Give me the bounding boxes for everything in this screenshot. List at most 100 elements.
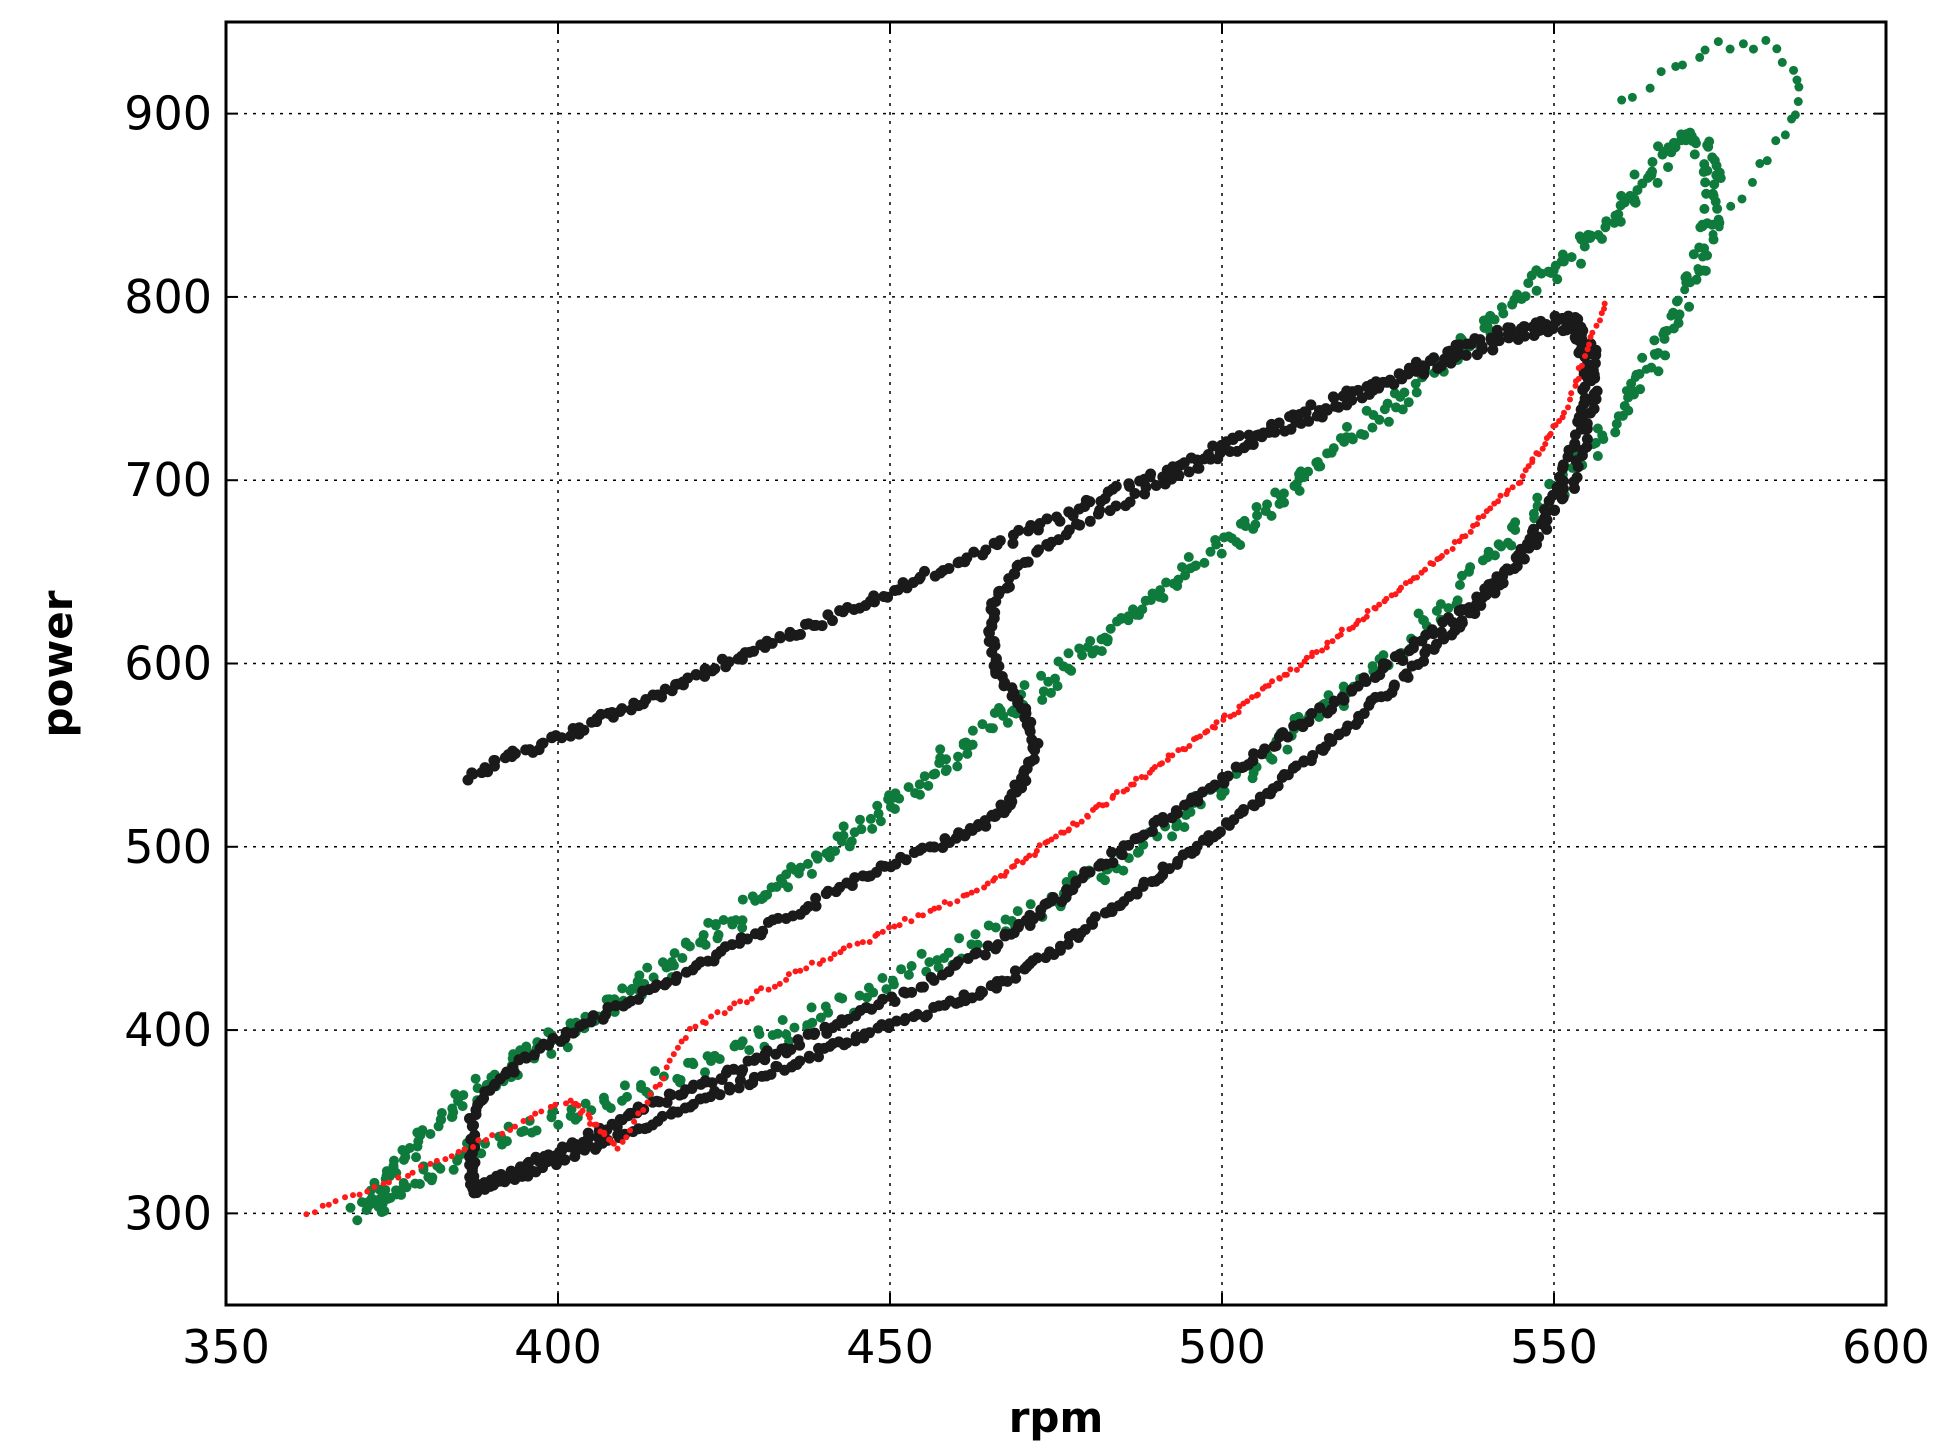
red-point	[552, 1101, 559, 1108]
black-point	[1029, 744, 1041, 756]
black-point	[1248, 748, 1260, 760]
black-point	[971, 947, 983, 959]
black-point	[1139, 488, 1151, 500]
green-point	[916, 948, 927, 959]
red-point	[678, 1038, 685, 1045]
red-point	[1556, 417, 1563, 424]
black-point	[1503, 332, 1515, 344]
green-point	[1454, 580, 1465, 591]
green-point	[457, 1101, 468, 1112]
black-point	[574, 1020, 586, 1032]
green-point	[793, 868, 804, 879]
black-point	[1571, 471, 1583, 483]
green-point	[702, 1051, 713, 1062]
red-point	[1601, 300, 1608, 307]
black-point	[1557, 325, 1569, 337]
black-point	[917, 981, 929, 993]
red-point	[461, 1146, 468, 1153]
green-point	[802, 858, 813, 869]
red-point	[908, 918, 915, 925]
green-point	[411, 1152, 422, 1163]
green-point	[1761, 35, 1771, 45]
black-point	[1207, 440, 1219, 452]
black-point	[1041, 538, 1053, 550]
red-point	[765, 986, 772, 993]
black-point	[1129, 488, 1141, 500]
black-point	[1071, 518, 1083, 530]
green-point	[966, 939, 977, 950]
red-point	[670, 1051, 677, 1058]
red-point	[325, 1201, 332, 1208]
green-point	[1223, 531, 1234, 542]
red-point	[827, 955, 834, 962]
green-point	[1652, 177, 1663, 188]
green-point	[1205, 546, 1216, 557]
black-point	[637, 985, 649, 997]
red-point	[303, 1211, 310, 1218]
green-point	[1693, 263, 1703, 273]
green-point	[1637, 352, 1648, 363]
black-point	[1031, 546, 1043, 558]
red-point	[682, 1034, 689, 1041]
red-point	[1456, 538, 1463, 545]
green-point	[1096, 872, 1107, 883]
y-tick-label: 300	[124, 1186, 212, 1240]
black-point	[1381, 376, 1393, 388]
green-point	[762, 889, 773, 900]
red-point	[731, 1000, 738, 1007]
black-point	[699, 670, 711, 682]
green-point	[695, 937, 706, 948]
green-point	[941, 764, 952, 775]
green-point	[621, 1091, 632, 1102]
green-point	[1465, 562, 1476, 573]
black-point	[1360, 675, 1372, 687]
red-point	[1283, 671, 1290, 678]
black-point	[1272, 780, 1284, 792]
green-point	[1787, 114, 1797, 124]
black-point	[1051, 511, 1063, 523]
black-point	[820, 888, 832, 900]
red-point	[1159, 760, 1166, 767]
green-point	[727, 919, 738, 930]
green-point	[1592, 423, 1603, 434]
green-point	[426, 1175, 437, 1186]
red-point	[859, 939, 866, 946]
black-point	[1192, 462, 1204, 474]
green-point	[1596, 233, 1607, 244]
green-point	[1628, 389, 1639, 400]
green-point	[1341, 421, 1352, 432]
black-point	[1009, 965, 1021, 977]
black-point	[1528, 330, 1540, 342]
black-point	[1084, 515, 1096, 527]
green-point	[903, 782, 914, 793]
green-point	[923, 780, 934, 791]
red-point	[1254, 691, 1261, 698]
red-point	[1529, 456, 1536, 463]
green-point	[953, 751, 964, 762]
red-point	[417, 1163, 424, 1170]
red-point	[1559, 414, 1566, 421]
black-point	[792, 1034, 804, 1046]
green-point	[1725, 44, 1735, 54]
green-point	[700, 1067, 711, 1078]
black-point	[1591, 385, 1603, 397]
green-point	[634, 970, 645, 981]
green-point	[970, 929, 981, 940]
red-point	[1329, 638, 1336, 645]
black-point	[1511, 560, 1523, 572]
black-point	[1326, 735, 1338, 747]
green-point	[718, 914, 729, 925]
red-point	[1142, 774, 1149, 781]
black-point	[834, 605, 846, 617]
green-point	[954, 933, 965, 944]
black-point	[755, 639, 767, 651]
green-point	[914, 779, 925, 790]
red-point	[1048, 836, 1055, 843]
red-point	[866, 939, 873, 946]
green-point	[1680, 285, 1690, 295]
green-point	[1493, 539, 1504, 550]
black-point	[1089, 911, 1101, 923]
red-point	[1474, 521, 1481, 528]
red-point	[1584, 346, 1591, 353]
red-point	[1449, 545, 1456, 552]
